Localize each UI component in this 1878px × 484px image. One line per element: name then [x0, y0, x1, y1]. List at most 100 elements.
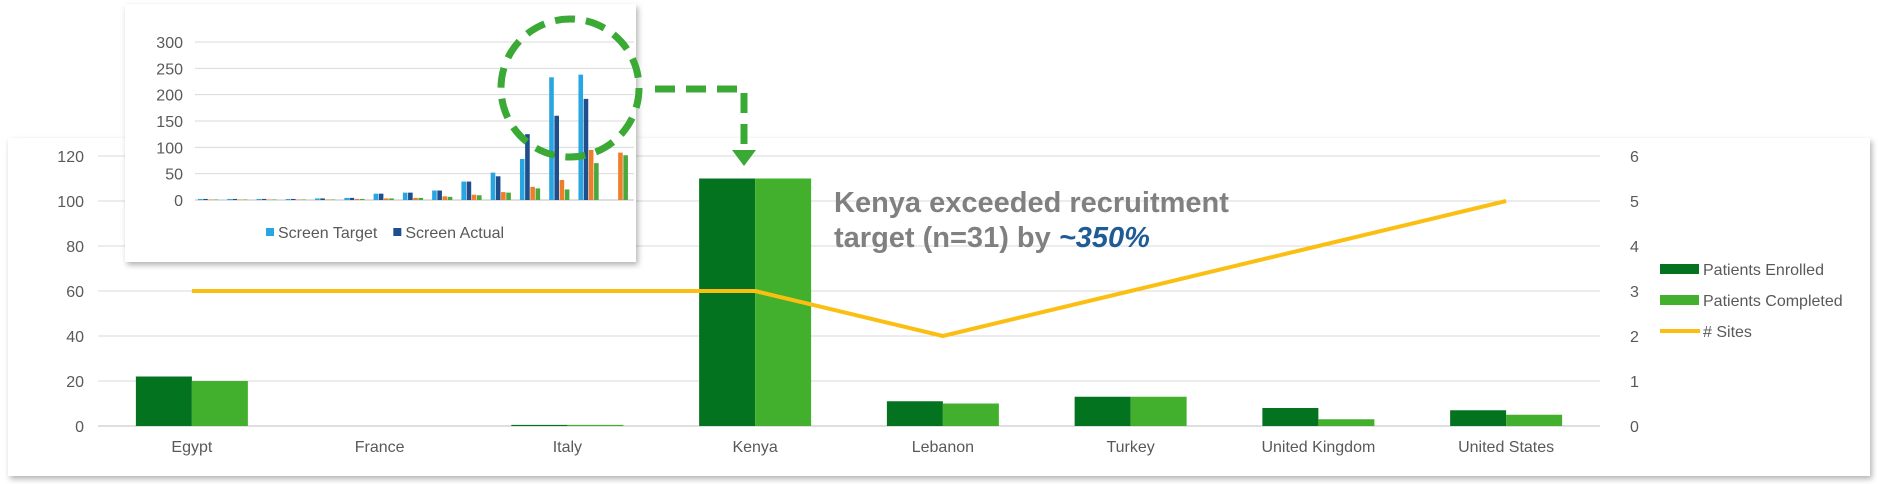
main-line-sites — [191, 199, 1507, 338]
inset-bar — [495, 176, 501, 200]
inset-bar — [564, 189, 570, 200]
inset-bar — [461, 181, 466, 200]
inset-bar — [296, 199, 301, 200]
inset-bar — [594, 163, 599, 200]
inset-bar — [554, 115, 559, 200]
inset-chart-legend: Screen Target Screen Actual — [266, 225, 504, 242]
main-y2-axis-ticks: 0 1 2 3 4 5 6 — [1630, 149, 1639, 436]
inset-bar — [402, 192, 408, 200]
main-y-axis-ticks: 0 20 40 60 80 100 120 — [57, 149, 84, 436]
inset-bar — [413, 197, 418, 200]
inset-y-tick-label: 50 — [165, 167, 183, 184]
main-chart-legend: Patients Enrolled Patients Completed # Sit… — [1660, 262, 1843, 341]
inset-y-tick-label: 250 — [156, 61, 183, 78]
inset-bar — [471, 194, 477, 200]
inset-bar — [418, 197, 424, 200]
inset-bar — [408, 192, 413, 200]
callout-arrow-line — [655, 85, 748, 152]
inset-bar — [198, 198, 203, 200]
inset-bar — [447, 196, 453, 200]
main-bar — [942, 403, 999, 426]
inset-bar — [389, 198, 394, 200]
inset-bar — [285, 198, 291, 200]
inset-bar — [549, 77, 554, 200]
inset-y-tick-label: 150 — [156, 114, 183, 131]
inset-bar — [559, 179, 565, 200]
inset-y-tick-label: 0 — [174, 193, 183, 210]
inset-bar — [330, 199, 336, 200]
inset-bar — [519, 158, 525, 200]
inset-bar — [530, 186, 535, 200]
main-x-tick-label: Turkey — [1106, 439, 1154, 456]
inset-y-tick-label: 300 — [156, 35, 183, 52]
inset-legend-swatch — [266, 228, 274, 236]
inset-bar — [583, 98, 589, 200]
main-x-tick-label: Kenya — [732, 439, 777, 456]
callout-arrow-head — [732, 150, 756, 166]
inset-bar — [256, 198, 262, 200]
inset-bar — [237, 199, 243, 200]
main-bar — [1450, 410, 1507, 426]
main-chart-line — [191, 199, 1507, 338]
inset-bar — [266, 199, 272, 200]
main-x-tick-label: Italy — [553, 439, 582, 456]
main-chart-bars — [135, 178, 1563, 426]
main-legend-label: Patients Enrolled — [1703, 262, 1824, 279]
inset-bar — [325, 199, 331, 200]
inset-bar — [320, 198, 325, 200]
inset-bar — [272, 199, 277, 200]
inset-y-axis-ticks: 0 50 100 150 200 250 300 — [156, 35, 183, 210]
main-bar — [191, 381, 248, 426]
annotation-line-1: Kenya exceeded recruitment — [834, 187, 1229, 219]
inset-bar — [525, 134, 530, 200]
main-bar — [1262, 408, 1319, 426]
inset-bar — [506, 192, 511, 200]
inset-bar — [301, 199, 306, 200]
main-x-tick-label: United Kingdom — [1261, 439, 1375, 456]
inset-bar — [373, 193, 379, 200]
main-y2-tick-label: 2 — [1630, 329, 1639, 346]
main-y2-tick-label: 3 — [1630, 284, 1639, 301]
main-bar — [886, 401, 943, 426]
inset-bar — [359, 198, 365, 200]
main-x-tick-label: Lebanon — [912, 439, 974, 456]
inset-bar — [291, 198, 296, 200]
main-y2-tick-label: 1 — [1630, 374, 1639, 391]
inset-chart-bars — [198, 74, 628, 200]
main-bar — [699, 178, 756, 426]
main-y-tick-label: 100 — [57, 194, 84, 211]
inset-bar — [203, 198, 208, 200]
inset-bar — [437, 190, 442, 200]
main-bar — [135, 376, 192, 426]
main-y2-tick-label: 4 — [1630, 239, 1639, 256]
main-x-tick-label: United States — [1458, 439, 1554, 456]
inset-bar — [354, 198, 360, 200]
inset-bar — [535, 188, 541, 200]
inset-bar — [442, 196, 448, 200]
inset-legend-swatch — [393, 228, 402, 236]
main-legend-label: Patients Completed — [1703, 293, 1843, 310]
inset-bar — [261, 198, 267, 200]
inset-bar — [578, 74, 584, 200]
highlight-circle — [497, 15, 643, 161]
main-y-tick-label: 60 — [66, 284, 84, 301]
main-y-tick-label: 0 — [75, 419, 84, 436]
main-bar — [567, 424, 624, 426]
main-y-tick-label: 20 — [66, 374, 84, 391]
main-y2-tick-label: 0 — [1630, 419, 1639, 436]
inset-bar — [490, 172, 496, 200]
inset-bar — [384, 198, 389, 200]
inset-bar — [208, 199, 213, 200]
inset-bar — [378, 193, 384, 200]
inset-bar — [618, 152, 623, 200]
inset-bar — [623, 155, 628, 200]
main-legend-swatch — [1660, 264, 1699, 274]
inset-bar — [432, 190, 437, 200]
inset-bar — [344, 197, 349, 200]
main-x-axis-labels: Egypt France Italy Kenya Lebanon Turkey United… — [171, 439, 1554, 456]
main-bar — [1074, 396, 1131, 426]
main-bar — [511, 424, 568, 426]
annotation-line-2: target (n=31) by ~350% — [834, 222, 1150, 254]
inset-bar — [477, 195, 482, 200]
